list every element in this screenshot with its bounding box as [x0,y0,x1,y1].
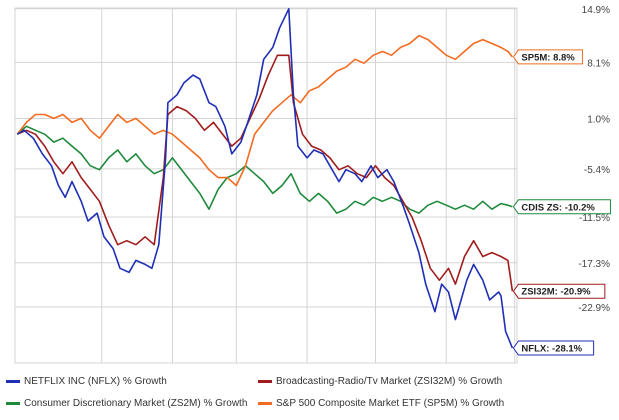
plot-frame [14,7,518,364]
legend: NETFLIX INC (NFLX) % Growth Broadcasting… [0,370,619,420]
y-tick-label: 14.9% [582,5,610,16]
end-label-box-zs2m [512,199,611,215]
series-line-zsi32m [16,54,514,292]
legend-item-nflx: NETFLIX INC (NFLX) % Growth [6,376,167,387]
y-tick-label: -17.3% [578,259,610,270]
end-label-nflx: NFLX: -28.1% [512,340,595,356]
end-label-zsi32m: ZSI32M: -20.9% [512,283,606,299]
legend-swatch-zsi32m [258,380,272,383]
end-label-zs2m: CDIS ZS: -10.2% [512,199,611,215]
end-label-text-sp5m: SP5M: 8.8% [521,52,575,63]
legend-item-sp5m: S&P 500 Composite Market ETF (SP5M) % Gr… [258,398,504,409]
end-label-box-zsi32m [512,283,606,299]
y-tick-label: 8.1% [587,58,610,69]
legend-item-zs2m: Consumer Discretionary Market (ZS2M) % G… [6,398,247,409]
y-tick-label: -5.4% [584,165,610,176]
series-line-nflx [16,8,514,349]
y-tick-label: 1.0% [587,114,610,125]
legend-swatch-nflx [6,380,20,383]
legend-label-zs2m: Consumer Discretionary Market (ZS2M) % G… [24,398,248,409]
legend-item-zsi32m: Broadcasting-Radio/Tv Market (ZSI32M) % … [258,376,502,387]
end-label-text-zsi32m: ZSI32M: -20.9% [521,287,591,298]
legend-label-nflx: NETFLIX INC (NFLX) % Growth [24,376,167,387]
end-label-box-nflx [512,340,595,356]
series-lines [16,8,514,349]
legend-swatch-zs2m [6,402,20,405]
y-axis-ticks: 14.9% 8.1% 1.0% -5.4% -11.5% -17.3% -22.9% [578,5,610,314]
line-chart: 1/262/263/264/265/266/267/26 14.9%8.1%1.… [14,5,611,364]
legend-label-zsi32m: Broadcasting-Radio/Tv Market (ZSI32M) % … [276,376,503,387]
y-tick-label: -22.9% [578,303,610,314]
series-line-zs2m [16,125,513,214]
y-tick-label: -11.5% [579,213,610,224]
series-line-sp5m [16,34,514,187]
end-labels: CDIS ZS: -10.2% SP5M: 8.8% ZSI32M: -20.9% N… [512,49,611,356]
end-label-text-nflx: NFLX: -28.1% [521,344,582,355]
end-label-text-zs2m: CDIS ZS: -10.2% [521,202,595,213]
end-label-sp5m: SP5M: 8.8% [512,49,583,65]
legend-swatch-sp5m [258,402,272,405]
legend-label-sp5m: S&P 500 Composite Market ETF (SP5M) % Gr… [276,398,505,409]
end-label-box-sp5m [512,49,583,65]
